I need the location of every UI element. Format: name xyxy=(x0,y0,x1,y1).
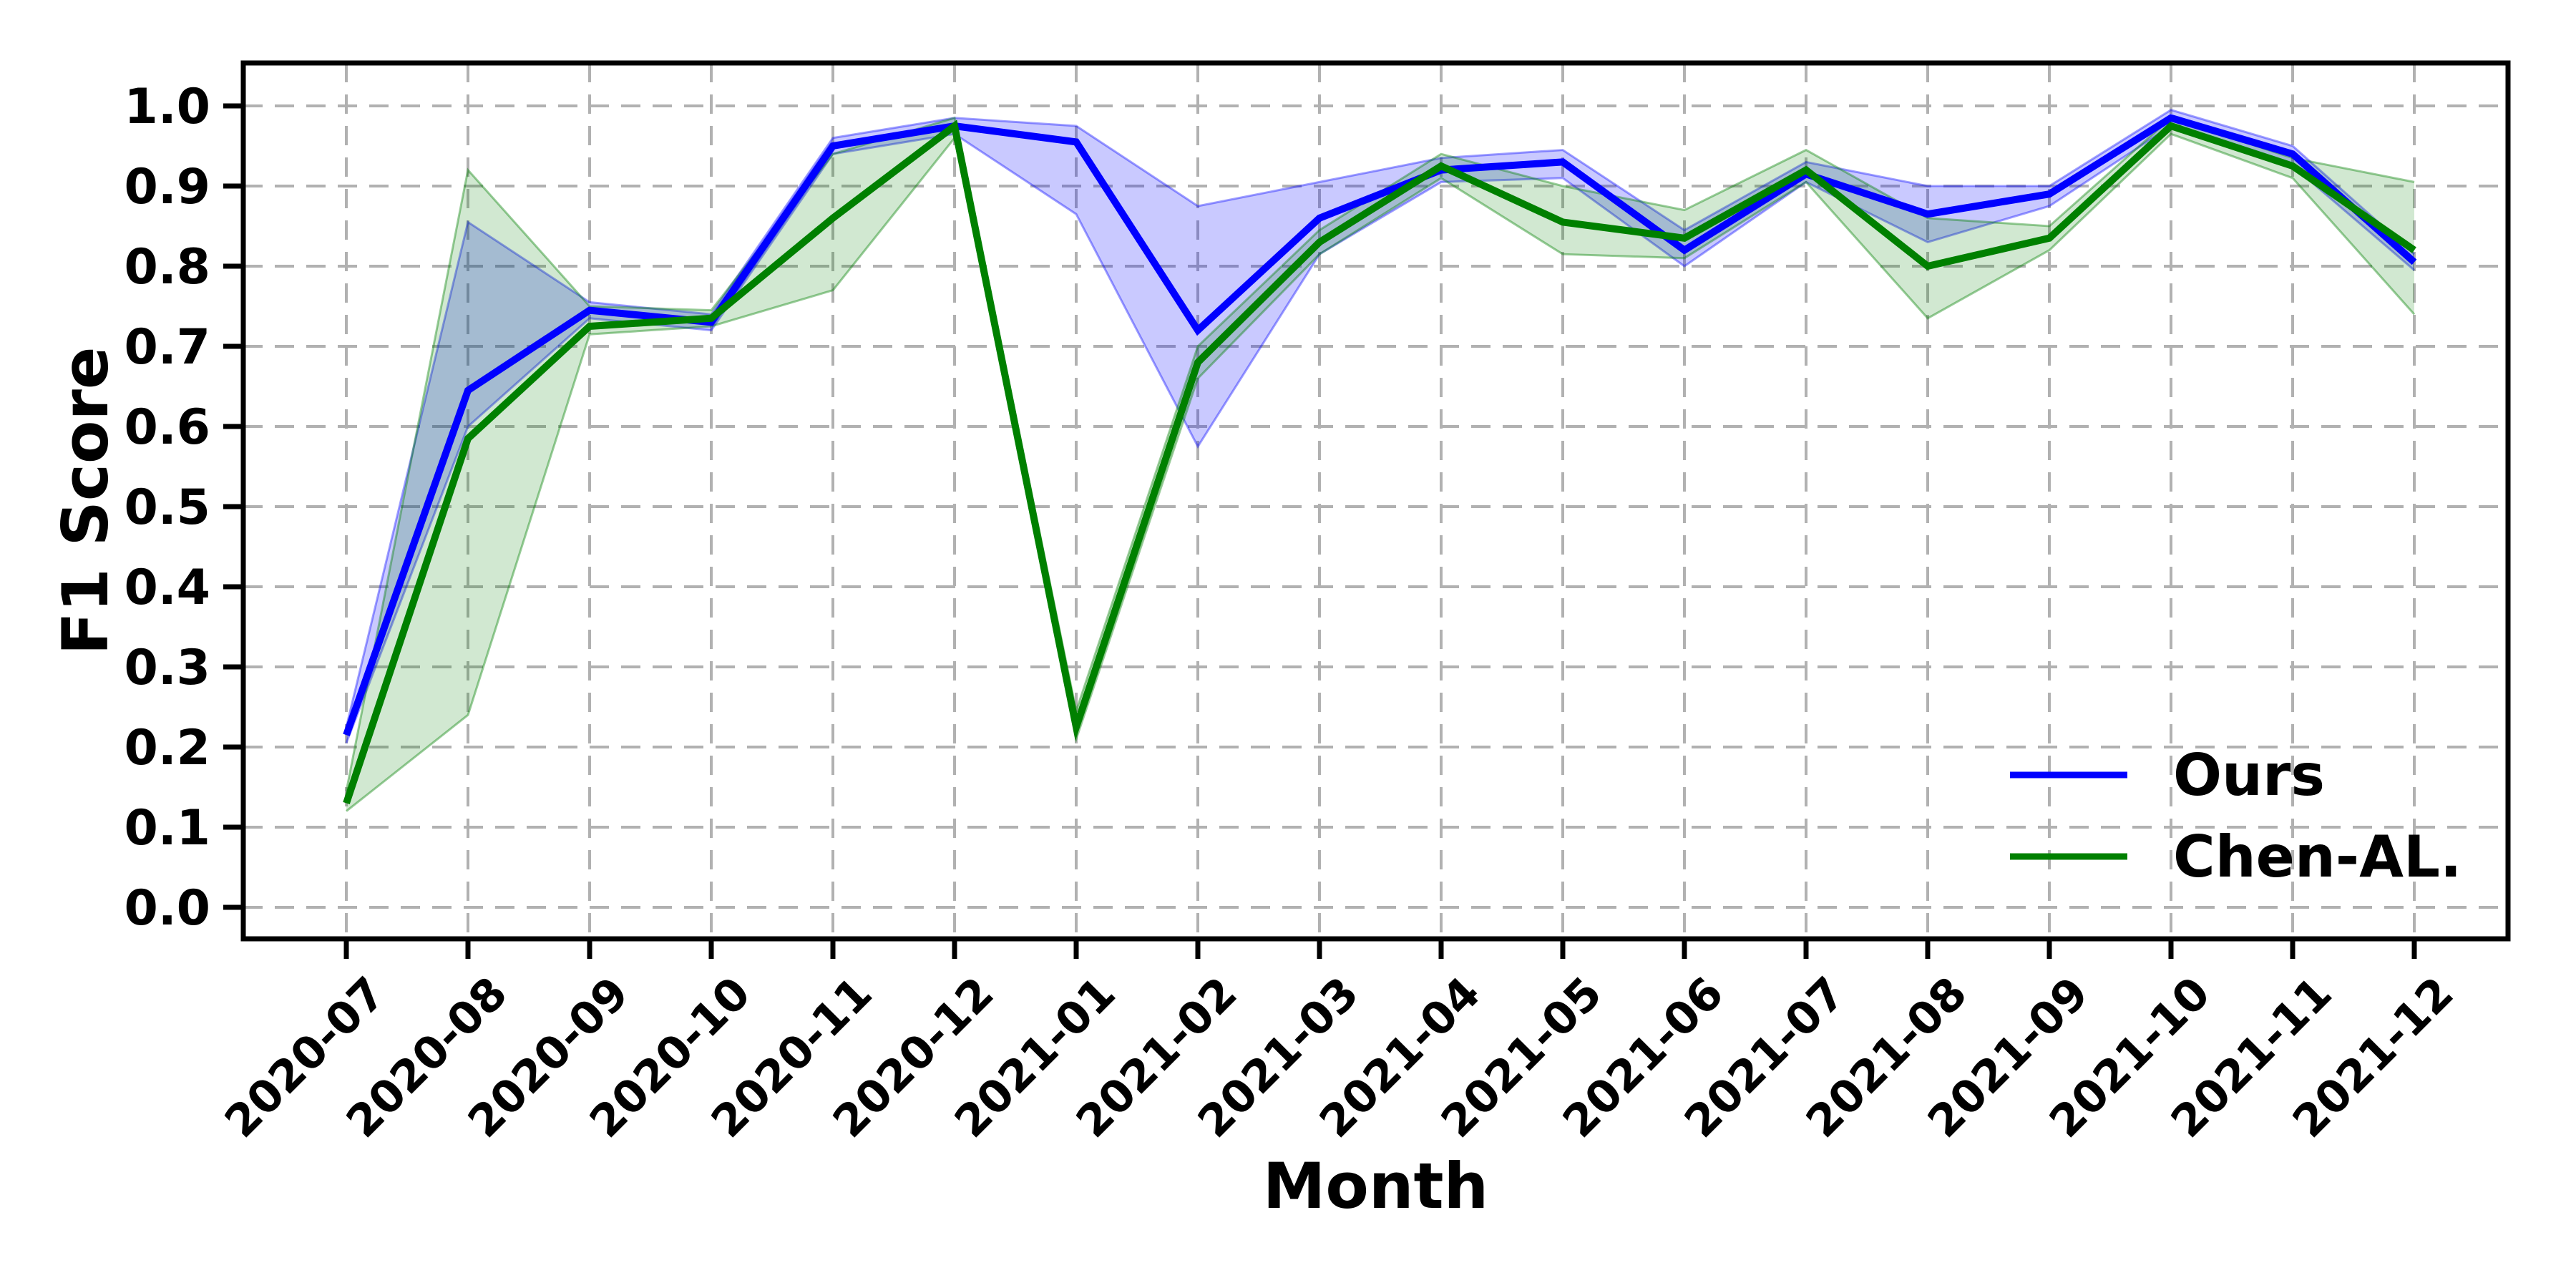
ours-band-lower-edge xyxy=(345,125,2415,743)
plot-border xyxy=(240,60,2511,942)
confidence-band-layer xyxy=(345,108,2416,812)
y-tick-label: 0.3 xyxy=(125,640,210,696)
axis-label-layer: Month F1 Score xyxy=(49,346,1488,1223)
legend-label-ours: Ours xyxy=(2173,742,2325,809)
y-tick-label: 0.7 xyxy=(125,319,210,376)
y-tick-label: 0.8 xyxy=(125,239,210,296)
y-tick-label: 0.6 xyxy=(125,399,210,456)
y-tick-label: 0.0 xyxy=(125,880,210,937)
legend: Ours Chen-AL. xyxy=(2010,742,2462,890)
y-tick-label: 0.2 xyxy=(125,720,210,776)
chen-confidence-band xyxy=(346,117,2414,811)
y-tick-label: 0.9 xyxy=(125,159,210,215)
x-axis-title: Month xyxy=(1263,1149,1488,1223)
series-line-layer xyxy=(343,114,2417,804)
y-tick-label: 0.5 xyxy=(125,479,210,536)
axes-layer: 0.00.10.20.30.40.50.60.70.80.91.02020-07… xyxy=(125,60,2511,1148)
y-tick-label: 0.1 xyxy=(125,800,210,857)
legend-label-chen: Chen-AL. xyxy=(2173,824,2462,890)
y-tick-label: 1.0 xyxy=(125,79,210,135)
chen-line xyxy=(343,119,2416,804)
chen-band-lower-edge xyxy=(346,132,2416,812)
ours-band-upper-edge xyxy=(345,108,2415,728)
y-axis-title: F1 Score xyxy=(49,346,122,655)
y-tick-label: 0.4 xyxy=(125,560,210,616)
grid-layer xyxy=(243,63,2508,939)
